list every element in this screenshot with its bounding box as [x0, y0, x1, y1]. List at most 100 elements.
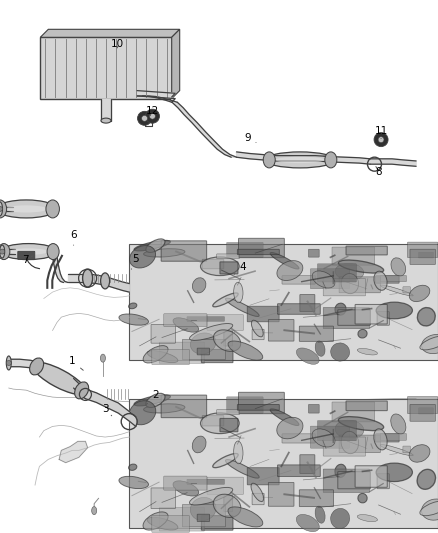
FancyBboxPatch shape — [220, 418, 238, 432]
FancyBboxPatch shape — [202, 260, 224, 269]
FancyBboxPatch shape — [323, 437, 366, 456]
Polygon shape — [272, 156, 324, 161]
Text: 4: 4 — [234, 262, 247, 274]
Ellipse shape — [315, 341, 325, 356]
FancyBboxPatch shape — [224, 496, 233, 512]
Ellipse shape — [341, 431, 359, 454]
Ellipse shape — [0, 200, 7, 218]
FancyBboxPatch shape — [182, 505, 226, 527]
Ellipse shape — [226, 298, 259, 317]
FancyBboxPatch shape — [418, 252, 434, 258]
FancyBboxPatch shape — [318, 264, 357, 282]
FancyBboxPatch shape — [129, 399, 438, 528]
Ellipse shape — [143, 512, 168, 530]
Ellipse shape — [335, 420, 364, 439]
Ellipse shape — [129, 401, 156, 425]
Text: 11: 11 — [374, 126, 388, 139]
FancyBboxPatch shape — [226, 397, 263, 413]
Ellipse shape — [134, 240, 170, 251]
Polygon shape — [237, 152, 272, 161]
Ellipse shape — [5, 205, 47, 213]
FancyBboxPatch shape — [375, 434, 399, 442]
Ellipse shape — [143, 345, 168, 363]
Circle shape — [378, 136, 384, 143]
Ellipse shape — [191, 333, 216, 354]
Ellipse shape — [134, 395, 170, 406]
FancyBboxPatch shape — [182, 340, 226, 360]
FancyBboxPatch shape — [252, 329, 264, 340]
Ellipse shape — [233, 282, 243, 303]
Ellipse shape — [83, 269, 92, 287]
Ellipse shape — [226, 459, 259, 478]
Circle shape — [145, 109, 159, 123]
Ellipse shape — [213, 293, 238, 307]
Ellipse shape — [47, 244, 59, 260]
Circle shape — [138, 111, 152, 125]
Ellipse shape — [147, 518, 178, 530]
Ellipse shape — [74, 382, 88, 399]
Ellipse shape — [358, 329, 367, 338]
Ellipse shape — [6, 356, 11, 370]
Ellipse shape — [391, 258, 406, 276]
Ellipse shape — [173, 481, 199, 496]
FancyBboxPatch shape — [323, 469, 369, 492]
Polygon shape — [370, 159, 416, 166]
FancyBboxPatch shape — [197, 514, 209, 522]
Circle shape — [374, 133, 388, 147]
FancyBboxPatch shape — [407, 397, 438, 414]
FancyBboxPatch shape — [311, 426, 350, 448]
FancyBboxPatch shape — [346, 401, 387, 410]
Ellipse shape — [173, 318, 199, 332]
FancyBboxPatch shape — [187, 317, 225, 321]
Text: 10: 10 — [111, 39, 124, 49]
Ellipse shape — [228, 507, 263, 527]
Ellipse shape — [265, 152, 335, 168]
FancyBboxPatch shape — [151, 325, 175, 343]
FancyBboxPatch shape — [151, 488, 175, 508]
FancyBboxPatch shape — [308, 405, 319, 413]
Ellipse shape — [335, 263, 364, 280]
Ellipse shape — [92, 506, 97, 515]
FancyBboxPatch shape — [403, 287, 410, 293]
FancyBboxPatch shape — [278, 304, 320, 314]
Ellipse shape — [129, 464, 137, 471]
Ellipse shape — [0, 200, 56, 218]
FancyBboxPatch shape — [282, 434, 315, 443]
Ellipse shape — [190, 324, 233, 341]
Polygon shape — [2, 249, 15, 254]
Text: 6: 6 — [70, 230, 77, 245]
Circle shape — [0, 206, 3, 212]
FancyBboxPatch shape — [299, 326, 333, 341]
Ellipse shape — [312, 271, 335, 288]
FancyBboxPatch shape — [380, 433, 406, 440]
FancyBboxPatch shape — [299, 490, 333, 506]
Ellipse shape — [357, 349, 378, 355]
FancyBboxPatch shape — [300, 455, 315, 473]
Ellipse shape — [213, 330, 241, 351]
Text: 7: 7 — [22, 255, 33, 265]
Ellipse shape — [376, 302, 413, 319]
FancyBboxPatch shape — [129, 244, 438, 360]
FancyBboxPatch shape — [338, 310, 371, 325]
Ellipse shape — [270, 409, 299, 425]
Ellipse shape — [296, 514, 319, 532]
FancyBboxPatch shape — [407, 242, 438, 257]
FancyBboxPatch shape — [152, 515, 189, 532]
Polygon shape — [9, 359, 39, 370]
Ellipse shape — [358, 494, 367, 503]
Ellipse shape — [338, 260, 384, 273]
Ellipse shape — [357, 514, 378, 522]
FancyBboxPatch shape — [403, 446, 410, 453]
Ellipse shape — [192, 436, 206, 453]
FancyBboxPatch shape — [323, 279, 366, 296]
FancyBboxPatch shape — [311, 269, 350, 289]
FancyBboxPatch shape — [164, 314, 207, 327]
Ellipse shape — [144, 404, 185, 413]
Text: 8: 8 — [375, 166, 382, 176]
FancyBboxPatch shape — [282, 276, 315, 284]
FancyBboxPatch shape — [268, 482, 294, 506]
Ellipse shape — [421, 499, 438, 520]
FancyBboxPatch shape — [323, 308, 369, 329]
Ellipse shape — [101, 273, 110, 289]
Ellipse shape — [380, 285, 413, 296]
